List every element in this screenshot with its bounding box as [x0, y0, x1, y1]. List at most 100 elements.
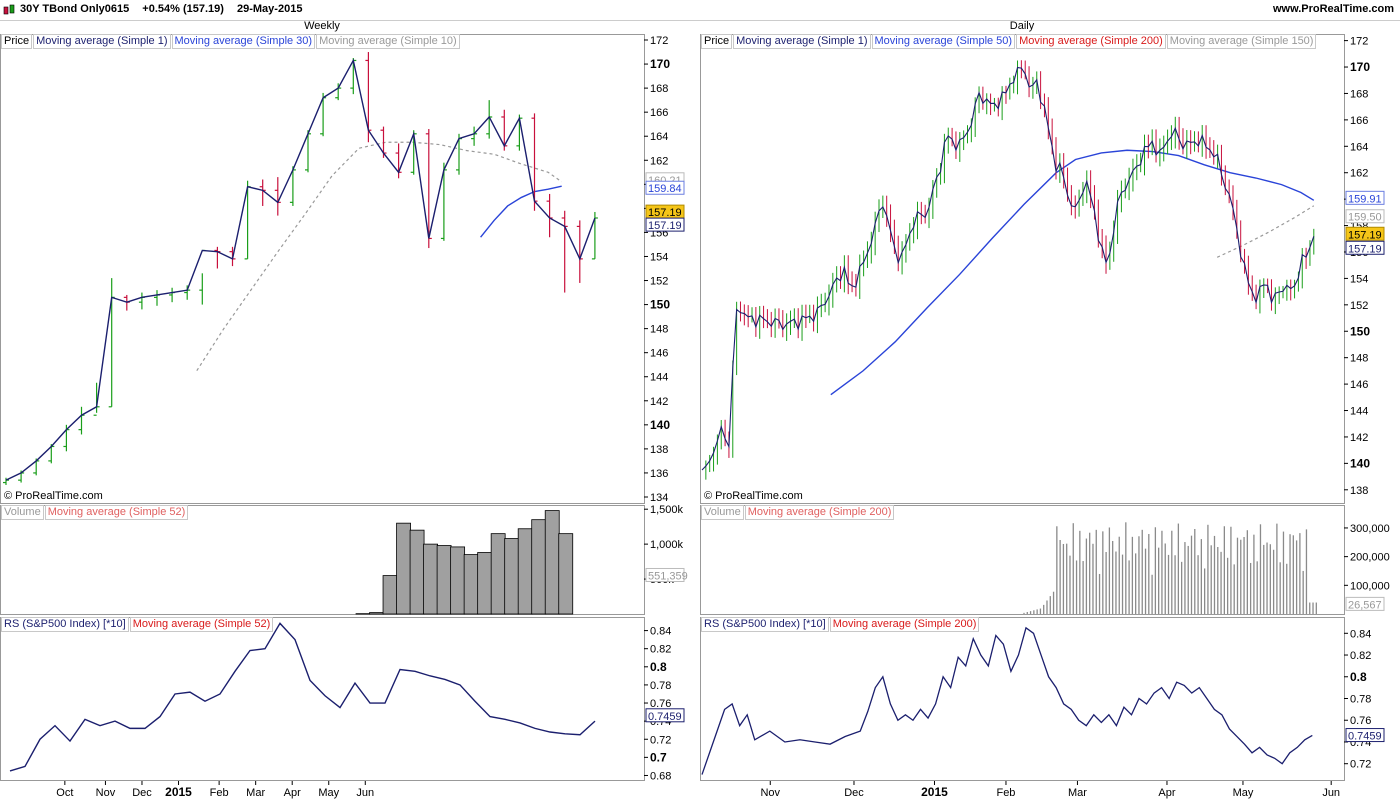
weekly-ma30-value: 159.84	[645, 180, 685, 195]
daily-price-y-tick-label: 138	[1350, 485, 1368, 497]
weekly-last-price-text: 157.19	[648, 207, 682, 219]
weekly-volume-bar	[423, 543, 438, 615]
weekly-price-y-tick-label: 148	[650, 324, 668, 336]
price-change: +0.54% (157.19)	[142, 3, 224, 15]
weekly-price-y-tick-label: 170	[650, 57, 670, 71]
weekly-x-label: Apr	[284, 787, 301, 799]
daily-volume-value: 26,567	[1345, 596, 1385, 611]
weekly-ohlc-bar	[169, 287, 176, 303]
legend-ma1[interactable]: Moving average (Simple 1)	[33, 34, 171, 49]
daily-x-label: Dec	[844, 787, 864, 799]
weekly-rs-value: 0.7459	[645, 708, 685, 723]
weekly-x-label: May	[318, 787, 339, 799]
legend-rs-ma[interactable]: Moving average (Simple 200)	[829, 617, 980, 632]
weekly-rs-y-tick-label: 0.8	[650, 660, 667, 674]
weekly-last-price: 157.19	[645, 204, 685, 219]
legend-price[interactable]: Price	[701, 34, 733, 49]
symbol-name: 30Y TBond Only0615	[20, 3, 130, 15]
weekly-price-y-tick-label: 150	[650, 298, 670, 312]
daily-price-y-tick-label: 142	[1350, 432, 1368, 444]
daily-ma50-value: 159.91	[1345, 190, 1385, 205]
weekly-volume-value-text: 551,359	[648, 570, 688, 582]
weekly-price-y-tick-label: 168	[650, 83, 668, 95]
daily-price-y-tick-label: 172	[1350, 36, 1368, 48]
daily-rs-value: 0.7459	[1345, 728, 1385, 743]
weekly-volume-bar	[477, 552, 493, 615]
daily-price-y-tick-label: 148	[1350, 353, 1368, 365]
legend-volume-ma[interactable]: Moving average (Simple 200)	[744, 505, 895, 520]
weekly-price-y-tick-label: 142	[650, 396, 668, 408]
daily-volume-value-box	[1345, 596, 1385, 611]
weekly-ohlc-bar	[561, 210, 568, 293]
weekly-volume-bar	[409, 529, 425, 615]
daily-rs-y-tick-label: 0.72	[1350, 759, 1371, 771]
daily-ma1-line	[701, 66, 1315, 471]
legend-volume[interactable]: Volume	[701, 505, 744, 520]
daily-volume-legend: Volume Moving average (Simple 200)	[701, 505, 895, 520]
weekly-ma30-value-box	[645, 180, 685, 195]
weekly-price-y-tick-label: 164	[650, 131, 668, 143]
weekly-x-label: Feb	[210, 787, 229, 799]
weekly-price-y-tick-label: 146	[650, 348, 668, 360]
chart-date: 29-May-2015	[237, 3, 303, 15]
legend-volume-ma[interactable]: Moving average (Simple 52)	[44, 505, 189, 520]
daily-volume-value-text: 26,567	[1348, 599, 1382, 611]
weekly-volume-bar	[369, 612, 384, 615]
daily-price-y-tick-label: 146	[1350, 379, 1368, 391]
daily-rs-y-tick-label: 0.76	[1350, 715, 1371, 727]
weekly-volume-bar	[450, 546, 466, 615]
daily-title: Daily	[1009, 20, 1035, 32]
legend-ma200[interactable]: Moving average (Simple 200)	[1016, 34, 1166, 49]
legend-rs[interactable]: RS (S&P500 Index) [*10]	[1, 617, 129, 632]
weekly-volume-bar	[490, 533, 506, 615]
weekly-rs-y-tick-label: 0.84	[650, 626, 671, 638]
weekly-x-label: Oct	[56, 787, 73, 799]
daily-ma1-value-box	[1345, 240, 1385, 255]
weekly-price-y-tick-label: 134	[650, 492, 668, 504]
weekly-price-y-tick-label: 138	[650, 444, 668, 456]
weekly-copyright: © ProRealTime.com	[4, 490, 103, 502]
legend-ma1[interactable]: Moving average (Simple 1)	[733, 34, 871, 49]
legend-ma50[interactable]: Moving average (Simple 50)	[871, 34, 1016, 49]
weekly-rs-legend: RS (S&P500 Index) [*10] Moving average (…	[1, 617, 274, 632]
daily-ma1-value-text: 157.19	[1348, 243, 1382, 255]
daily-last-price-text: 157.19	[1348, 229, 1382, 241]
weekly-price-y-tick-label: 152	[650, 276, 668, 288]
daily-x-label: May	[1233, 787, 1254, 799]
legend-ma30[interactable]: Moving average (Simple 30)	[171, 34, 316, 49]
daily-last-price: 157.19	[1345, 226, 1385, 241]
weekly-volume-bar	[463, 554, 479, 615]
legend-rs[interactable]: RS (S&P500 Index) [*10]	[701, 617, 829, 632]
legend-rs-ma[interactable]: Moving average (Simple 52)	[129, 617, 274, 632]
daily-rs-y-tick-label: 0.82	[1350, 650, 1371, 662]
weekly-price-y-tick-label: 154	[650, 251, 668, 263]
legend-volume[interactable]: Volume	[1, 505, 44, 520]
website-link[interactable]: www.ProRealTime.com	[1272, 3, 1394, 15]
weekly-rs-value-text: 0.7459	[648, 711, 682, 723]
legend-ma10[interactable]: Moving average (Simple 10)	[316, 34, 460, 49]
weekly-ohlc-bar	[440, 162, 447, 241]
weekly-rs-y-tick-label: 0.7	[650, 750, 667, 764]
weekly-volume-bar	[396, 522, 411, 615]
legend-price[interactable]: Price	[1, 34, 33, 49]
daily-volume-y-tick-label: 100,000	[1350, 580, 1390, 592]
weekly-price-y-tick-label: 136	[650, 468, 668, 480]
daily-ma150-value-text: 159.50	[1348, 212, 1382, 224]
daily-ma1-value: 157.19	[1345, 240, 1385, 255]
daily-ma150-value-box	[1345, 209, 1385, 224]
weekly-x-label: Dec	[132, 787, 152, 799]
daily-price-y-tick-label: 162	[1350, 168, 1368, 180]
weekly-rs-y-tick-label: 0.72	[650, 734, 671, 746]
daily-ma150-line	[1216, 205, 1315, 258]
weekly-volume-value-box	[645, 567, 685, 582]
weekly-x-label: Jun	[356, 787, 374, 799]
legend-ma150[interactable]: Moving average (Simple 150)	[1166, 34, 1317, 49]
weekly-rs-y-tick-label: 0.78	[650, 680, 671, 692]
weekly-x-label: 2015	[165, 785, 192, 799]
weekly-price-y-tick-label: 140	[650, 418, 670, 432]
candlestick-logo-icon	[3, 4, 15, 15]
daily-price-y-tick-label: 164	[1350, 141, 1368, 153]
weekly-price-legend: Price Moving average (Simple 1) Moving a…	[1, 34, 461, 49]
daily-copyright: © ProRealTime.com	[704, 490, 803, 502]
weekly-title: Weekly	[304, 20, 340, 32]
